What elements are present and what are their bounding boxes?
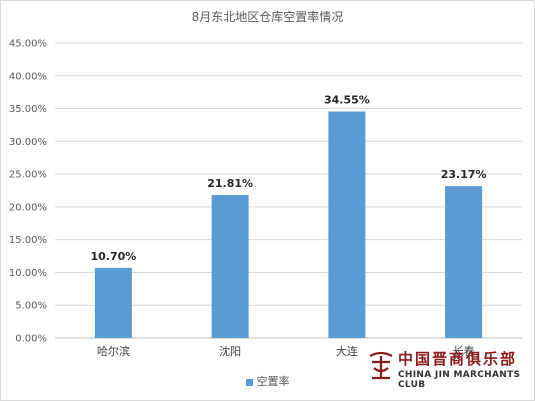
- x-category-label: 沈阳: [219, 344, 241, 358]
- bar: [211, 195, 249, 338]
- data-label: 10.70%: [90, 250, 136, 263]
- bar: [328, 111, 366, 338]
- watermark-text-en: CHINA JIN MARCHANTS CLUB: [398, 370, 521, 390]
- y-tick-label: 45.00%: [9, 39, 47, 50]
- y-tick-label: 30.00%: [9, 137, 47, 148]
- chart-title: 8月东北地区仓库空置率情况: [191, 10, 344, 24]
- y-tick-label: 0.00%: [15, 334, 47, 345]
- y-tick-label: 5.00%: [15, 301, 47, 312]
- watermark-logo: 中国晋商俱乐部 CHINA JIN MARCHANTS CLUB: [366, 346, 526, 390]
- x-category-label: 长春: [453, 345, 475, 358]
- seal-icon: [369, 351, 393, 380]
- data-label: 21.81%: [207, 177, 253, 190]
- legend-swatch: [245, 378, 253, 386]
- legend-label: 空置率: [256, 375, 290, 388]
- y-tick-label: 10.00%: [9, 268, 47, 279]
- y-tick-label: 15.00%: [9, 235, 47, 246]
- y-tick-label: 35.00%: [9, 104, 47, 115]
- y-tick-label: 25.00%: [9, 170, 47, 181]
- chart-legend: 空置率: [0, 373, 535, 389]
- watermark-text-cn: 中国晋商俱乐部: [398, 350, 518, 368]
- data-label: 23.17%: [441, 168, 487, 181]
- x-category-label: 哈尔滨: [97, 344, 130, 358]
- data-label: 34.55%: [324, 94, 370, 107]
- x-category-label: 大连: [336, 344, 358, 358]
- y-tick-label: 40.00%: [9, 71, 47, 82]
- bar: [94, 267, 132, 338]
- y-tick-label: 20.00%: [9, 202, 47, 213]
- bar: [445, 186, 483, 338]
